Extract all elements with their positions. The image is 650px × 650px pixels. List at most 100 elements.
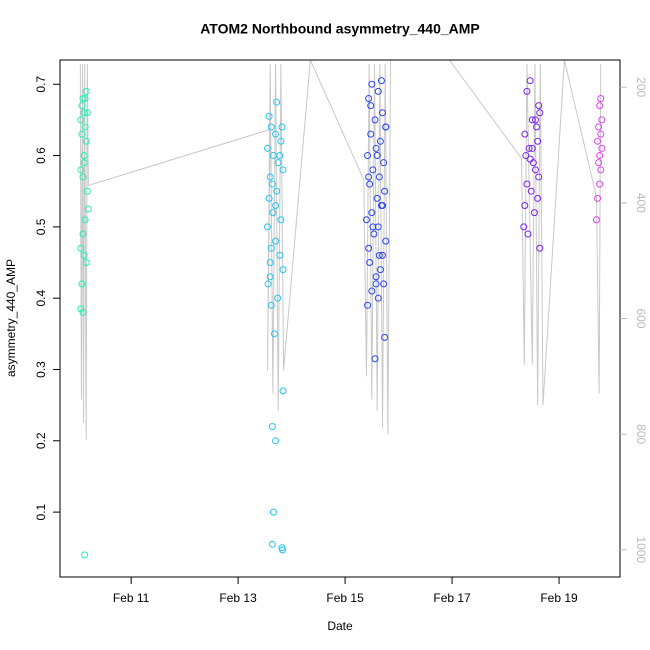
data-point <box>375 251 383 259</box>
data-point <box>535 102 543 110</box>
chart-title: ATOM2 Northbound asymmetry_440_AMP <box>200 21 480 37</box>
data-point <box>80 109 88 117</box>
data-point <box>377 77 385 85</box>
data-point <box>372 273 380 281</box>
data-point <box>81 95 89 103</box>
data-point <box>79 308 87 316</box>
data-point <box>77 244 85 252</box>
data-point <box>269 209 277 217</box>
x-tick-label: Feb 15 <box>326 591 364 605</box>
data-point <box>264 144 272 152</box>
data-point <box>530 209 538 217</box>
data-point <box>369 166 377 174</box>
data-point <box>80 159 88 167</box>
data-point <box>523 87 531 95</box>
data-point <box>364 152 372 160</box>
data-point <box>528 116 536 124</box>
data-point <box>365 244 373 252</box>
data-point <box>268 540 276 548</box>
data-point <box>372 144 380 152</box>
data-point <box>268 180 276 188</box>
data-point <box>371 116 379 124</box>
data-point <box>596 102 604 110</box>
data-point <box>273 187 281 195</box>
data-point <box>82 137 90 145</box>
data-point <box>381 187 389 195</box>
data-point <box>536 109 544 117</box>
data-point <box>362 216 370 224</box>
data-point <box>375 173 383 181</box>
data-point <box>382 237 390 245</box>
data-point <box>596 180 604 188</box>
data-point <box>273 98 281 106</box>
data-point <box>368 80 376 88</box>
data-point <box>594 194 602 202</box>
data-point <box>367 102 375 110</box>
data-point <box>365 173 373 181</box>
data-point <box>374 87 382 95</box>
x-tick-label: Feb 11 <box>113 591 150 605</box>
y2-tick-label: 1000 <box>634 536 648 563</box>
data-point <box>366 180 374 188</box>
data-point <box>364 301 372 309</box>
data-point <box>267 244 275 252</box>
data-point <box>272 201 280 209</box>
data-point <box>535 173 543 181</box>
data-point <box>526 77 534 85</box>
data-point <box>528 144 536 152</box>
y2-tick-label: 600 <box>634 308 648 328</box>
y-tick-label: 0.3 <box>34 361 48 378</box>
data-point <box>279 387 287 395</box>
data-point <box>523 180 531 188</box>
data-point <box>78 280 86 288</box>
data-point <box>376 266 384 274</box>
data-point <box>279 266 287 274</box>
data-point <box>276 251 284 259</box>
data-point <box>379 251 387 259</box>
y-tick-label: 0.1 <box>34 503 48 520</box>
data-point <box>596 152 604 160</box>
data-point <box>77 116 85 124</box>
data-point <box>79 95 87 103</box>
data-point <box>371 355 379 363</box>
y-tick-label: 0.7 <box>34 76 48 93</box>
data-point <box>367 130 375 138</box>
data-point <box>277 216 285 224</box>
data-point <box>374 223 382 231</box>
data-point <box>279 546 287 554</box>
data-point <box>379 201 387 209</box>
data-point <box>81 216 89 224</box>
data-point <box>372 280 380 288</box>
data-point <box>376 137 384 145</box>
y-tick-label: 0.6 <box>34 147 48 164</box>
data-point <box>81 551 89 559</box>
data-point <box>272 130 280 138</box>
data-point <box>274 159 282 167</box>
data-point <box>278 123 286 131</box>
data-point <box>79 230 87 238</box>
data-point <box>525 144 533 152</box>
data-point <box>373 194 381 202</box>
data-point <box>524 230 532 238</box>
data-point <box>520 223 528 231</box>
data-point <box>598 144 606 152</box>
y-axis-label: asymmetry_440_AMP <box>4 259 18 377</box>
data-point <box>80 152 88 160</box>
data-point <box>369 223 377 231</box>
y-tick-label: 0.4 <box>34 290 48 307</box>
data-point <box>531 116 539 124</box>
data-point <box>382 123 390 131</box>
data-point <box>597 95 605 103</box>
depth-line <box>79 60 602 440</box>
data-point <box>82 87 90 95</box>
data-point <box>265 194 273 202</box>
data-point <box>521 130 529 138</box>
data-point <box>592 216 600 224</box>
y-tick-label: 0.5 <box>34 218 48 235</box>
data-point <box>536 244 544 252</box>
data-point <box>374 294 382 302</box>
data-point <box>78 102 86 110</box>
data-point <box>269 508 277 516</box>
data-point <box>272 437 280 445</box>
data-point <box>373 152 381 160</box>
